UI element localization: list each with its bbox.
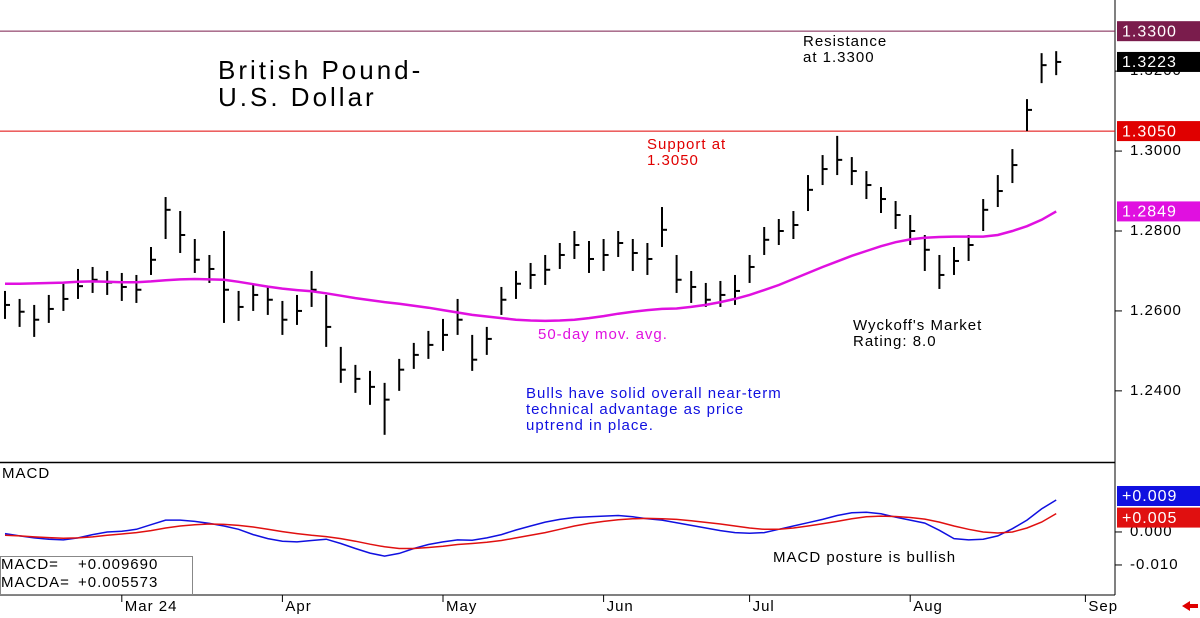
level-label-box [1117, 21, 1200, 42]
macd-value-label: +0.005 [1122, 510, 1177, 527]
ma-label: 50-day mov. avg. [538, 326, 668, 343]
annotation: Rating: 8.0 [853, 333, 937, 350]
macd-value-label: +0.009 [1122, 488, 1177, 505]
annotation: technical advantage as price [526, 401, 744, 418]
macd-title: MACD [2, 465, 50, 482]
x-tick-label: Mar 24 [125, 598, 178, 615]
macd-annotation: MACD posture is bullish [773, 549, 956, 566]
y-tick-label: 1.2600 [1130, 302, 1182, 319]
y-tick-label: -0.010 [1130, 556, 1179, 573]
annotation: Bulls have solid overall near-term [526, 385, 782, 402]
x-tick-label: Jun [607, 598, 634, 615]
x-tick-label: Jul [753, 598, 775, 615]
annotation: uptrend in place. [526, 417, 654, 434]
y-tick-label: 1.2800 [1130, 222, 1182, 239]
readout-name: MACDA= [1, 574, 70, 591]
annotation: Wyckoff's Market [853, 317, 982, 334]
ma-value-label: 1.2849 [1122, 204, 1177, 221]
level-label-box [1117, 121, 1200, 142]
y-tick-label: 1.2400 [1130, 382, 1182, 399]
last-price-label-box [1117, 51, 1200, 72]
readout-box [0, 556, 193, 595]
readout-name: MACD= [1, 556, 59, 573]
macd-line [4, 512, 1057, 550]
level-label: 1.3300 [1122, 23, 1177, 40]
level-annotation: at 1.3300 [803, 49, 875, 66]
readout-value: +0.005573 [78, 574, 158, 591]
macd-value-label-box [1117, 485, 1200, 506]
chart-title: U.S. Dollar [218, 82, 377, 112]
y-tick-label: 1.3000 [1130, 142, 1182, 159]
level-label: 1.3050 [1122, 123, 1177, 140]
last-price-label: 1.3223 [1122, 54, 1177, 71]
level-annotation: Support at [647, 136, 726, 153]
chart-title: British Pound- [218, 55, 423, 85]
level-annotation: 1.3050 [647, 152, 699, 169]
moving-average [5, 210, 1057, 323]
x-tick-label: May [446, 598, 477, 615]
macd-value-label-box [1117, 507, 1200, 528]
macd-line [4, 499, 1057, 557]
ma-value-label-box [1117, 201, 1200, 222]
readout-value: +0.009690 [78, 556, 158, 573]
scroll-arrow[interactable] [1182, 601, 1198, 611]
x-tick-label: Apr [285, 598, 311, 615]
x-tick-label: Aug [913, 598, 943, 615]
x-tick-label: Sep [1088, 598, 1118, 615]
level-annotation: Resistance [803, 33, 887, 50]
